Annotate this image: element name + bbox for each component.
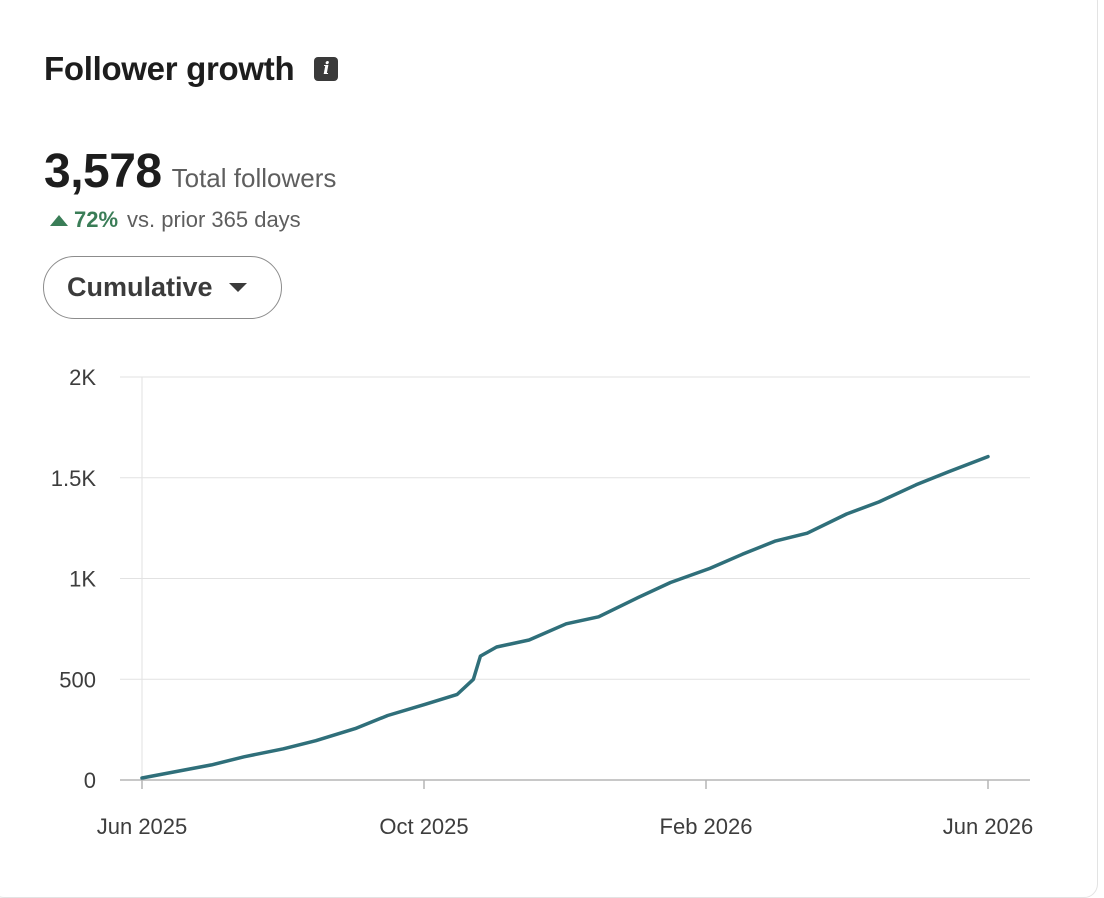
info-icon[interactable]: i (314, 57, 339, 81)
view-mode-selected: Cumulative (67, 272, 213, 302)
series-line (140, 454, 990, 780)
y-tick-label: 500 (59, 667, 96, 692)
trend-up-icon (50, 214, 68, 226)
y-tick-label: 1K (69, 567, 96, 592)
total-followers-label: Total followers (171, 163, 337, 193)
total-followers-count: 3,578 (44, 145, 162, 198)
growth-change: 72% vs. prior 365 days (50, 207, 301, 233)
change-comparison-label: vs. prior 365 days (127, 207, 301, 232)
y-tick-label: 2K (69, 365, 96, 390)
x-tick-label: Oct 2025 (379, 814, 468, 839)
card-title: Follower growth (44, 50, 295, 87)
x-tick-label: Jun 2025 (97, 814, 188, 839)
title-row: Follower growth i (44, 50, 339, 88)
y-tick-label: 0 (84, 768, 96, 793)
view-mode-dropdown[interactable]: Cumulative (43, 256, 282, 319)
change-percent: 72% (74, 207, 119, 232)
x-tick-label: Feb 2026 (660, 814, 753, 839)
x-tick-label: Jun 2026 (943, 814, 1034, 839)
chevron-down-icon (228, 283, 247, 292)
total-followers-stat: 3,578 Total followers (44, 144, 336, 199)
y-tick-label: 1.5K (51, 466, 97, 491)
